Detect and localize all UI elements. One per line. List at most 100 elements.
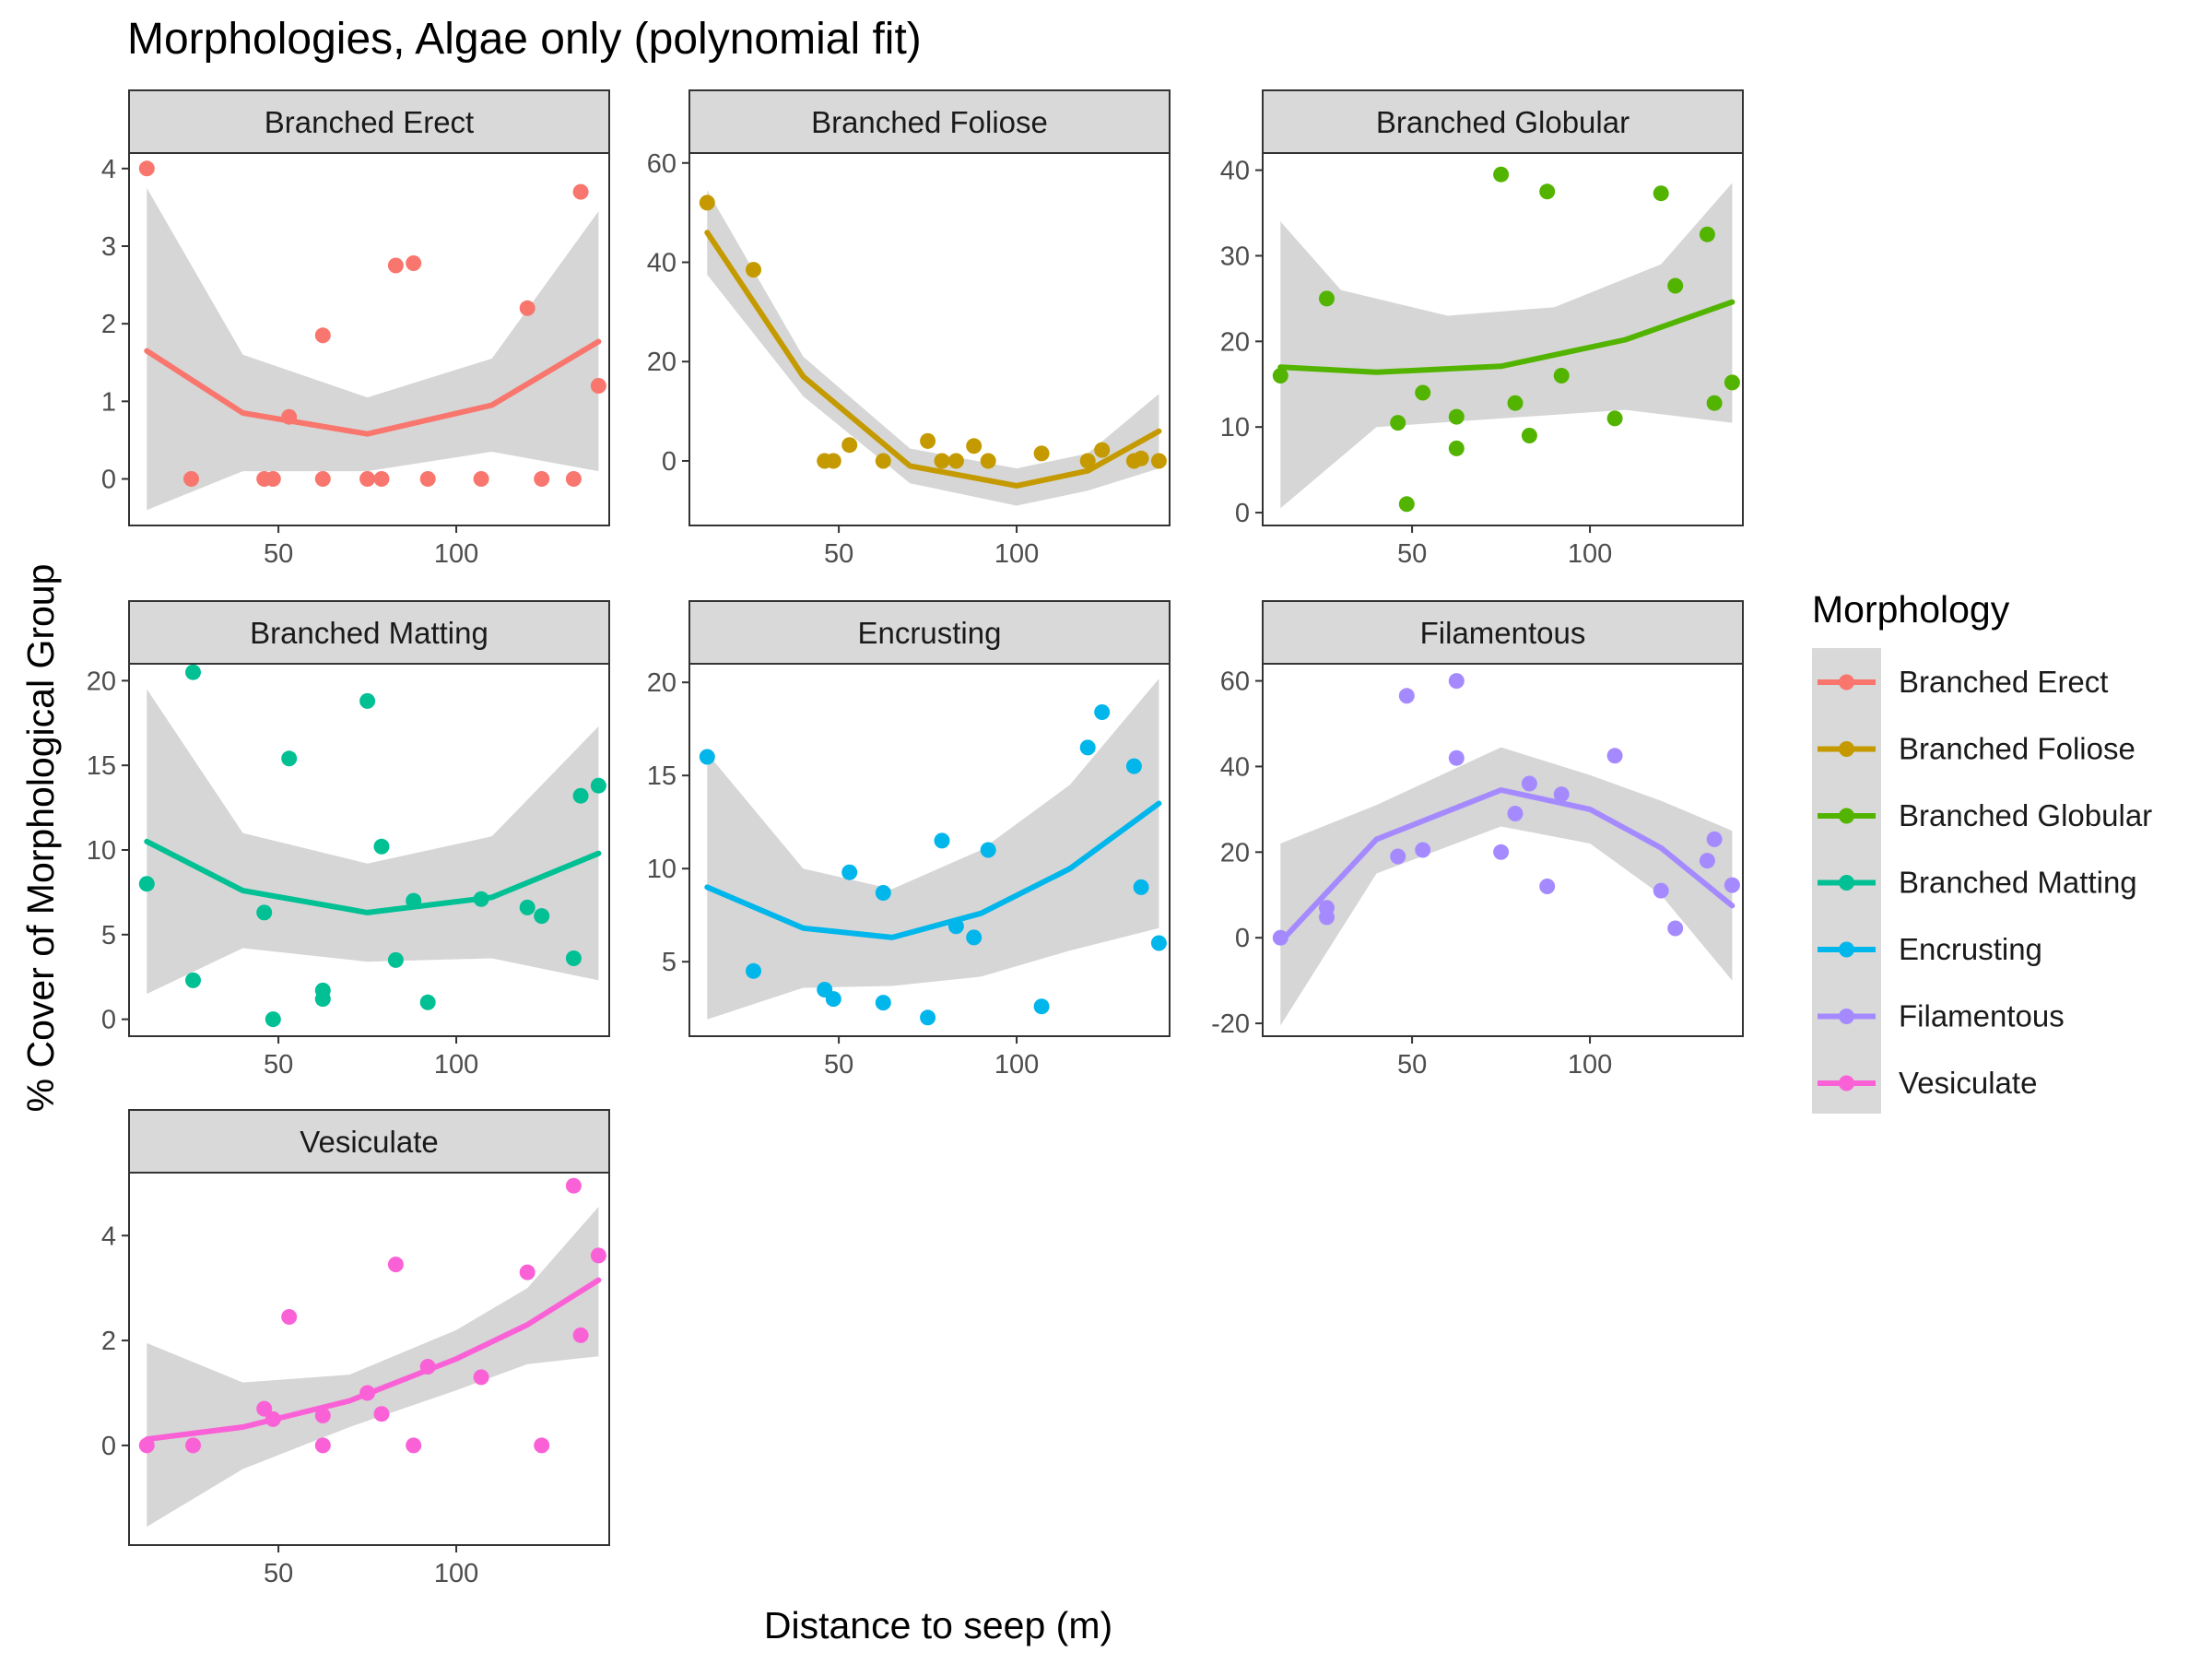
y-tick-label: 20 <box>647 668 677 698</box>
data-point <box>1606 748 1623 764</box>
data-point <box>419 994 436 1010</box>
y-tick-label: 5 <box>662 948 677 977</box>
facet-strip <box>128 89 610 154</box>
panel-filamentous: Filamentous -20 0 20 40 60 50 100 <box>1211 600 1744 1080</box>
fit-line <box>1277 787 1735 945</box>
data-point <box>373 471 390 487</box>
x-tick-label: 50 <box>264 1050 293 1080</box>
data-point <box>387 257 404 274</box>
data-point <box>265 471 281 487</box>
x-tick-label: 50 <box>264 539 293 569</box>
data-point <box>1724 877 1740 893</box>
data-point <box>138 1437 155 1454</box>
facet-label: Branched Globular <box>1376 105 1630 139</box>
y-tick-label: 20 <box>87 667 116 696</box>
data-point <box>699 195 715 211</box>
data-point <box>572 787 589 804</box>
data-point <box>1724 374 1740 391</box>
confidence-band <box>147 187 599 511</box>
x-tick-label: 100 <box>434 539 478 569</box>
legend-key-point <box>1839 941 1854 958</box>
data-point <box>519 1264 535 1280</box>
y-tick-label: 1 <box>101 387 116 417</box>
plot-area <box>129 153 609 525</box>
data-point <box>1553 786 1570 803</box>
y-tick-label: 0 <box>1235 924 1250 953</box>
x-tick-label: 100 <box>1568 1050 1612 1080</box>
data-point <box>419 471 436 487</box>
y-tick-label: 10 <box>87 836 116 866</box>
data-point <box>841 864 858 880</box>
confidence-band <box>707 190 1159 506</box>
legend-label: Branched Foliose <box>1899 732 2136 766</box>
data-point <box>1493 844 1510 860</box>
data-point <box>1094 704 1111 720</box>
data-point <box>314 1408 331 1423</box>
data-point <box>1448 749 1465 766</box>
y-tick-label: 4 <box>101 155 116 184</box>
y-tick-label: 0 <box>101 1432 116 1461</box>
data-point <box>406 255 422 271</box>
y-tick-label: 60 <box>647 149 677 179</box>
data-point <box>1398 688 1415 704</box>
data-point <box>1706 831 1723 847</box>
data-point <box>373 1406 390 1422</box>
legend-label: Branched Matting <box>1899 866 2137 900</box>
facet-strip <box>688 89 1171 154</box>
x-tick-label: 50 <box>824 539 853 569</box>
data-point <box>1667 277 1684 294</box>
data-point <box>841 437 858 454</box>
y-tick-label: 40 <box>647 249 677 278</box>
data-point <box>359 692 376 709</box>
y-tick-label: 20 <box>1220 838 1250 867</box>
y-tick-label: 60 <box>1220 667 1250 697</box>
facet-strip <box>1262 89 1744 154</box>
data-point <box>1079 739 1096 756</box>
fit-line <box>704 230 1162 489</box>
data-point <box>590 378 606 394</box>
legend-item-branched-erect: Branched Erect <box>1818 665 2108 699</box>
data-point <box>256 1400 273 1417</box>
plot-area <box>1263 153 1743 525</box>
facet-strip <box>688 600 1171 665</box>
facet-strip <box>128 1109 610 1174</box>
y-tick-label: 15 <box>87 751 116 781</box>
data-point <box>1033 445 1050 462</box>
data-point <box>281 750 298 767</box>
data-point <box>1448 440 1465 456</box>
data-point <box>1150 453 1167 469</box>
legend-item-branched-matting: Branched Matting <box>1818 866 2137 900</box>
data-point <box>572 1327 589 1343</box>
legend-item-branched-foliose: Branched Foliose <box>1818 732 2136 766</box>
panel-branched-foliose: Branched Foliose 0 20 40 60 50 100 <box>647 89 1171 569</box>
facet-label: Vesiculate <box>300 1125 438 1159</box>
data-point <box>519 300 535 316</box>
fit-line <box>144 838 602 915</box>
data-point <box>875 885 891 901</box>
legend-key-point <box>1839 741 1854 757</box>
plot-area <box>129 1173 609 1545</box>
data-point <box>1448 408 1465 425</box>
confidence-band <box>1280 183 1733 509</box>
y-tick-label: 20 <box>1220 327 1250 357</box>
data-point <box>1706 395 1723 411</box>
data-point <box>590 777 606 794</box>
legend-item-vesiculate: Vesiculate <box>1818 1066 2037 1100</box>
data-point <box>183 471 199 487</box>
data-point <box>1033 998 1050 1015</box>
legend-label: Branched Erect <box>1899 665 2108 699</box>
panel-border <box>128 1172 610 1546</box>
data-point <box>699 749 715 765</box>
y-tick-label: 10 <box>1220 413 1250 443</box>
data-point <box>387 951 404 968</box>
data-point <box>1606 410 1623 427</box>
y-tick-label: 0 <box>662 447 677 477</box>
data-point <box>281 1309 298 1325</box>
data-point <box>875 453 891 469</box>
data-point <box>265 1011 281 1028</box>
data-point <box>1150 935 1167 951</box>
fit-line <box>1277 299 1735 375</box>
data-point <box>934 832 950 849</box>
data-point <box>572 183 589 200</box>
data-point <box>966 929 982 946</box>
